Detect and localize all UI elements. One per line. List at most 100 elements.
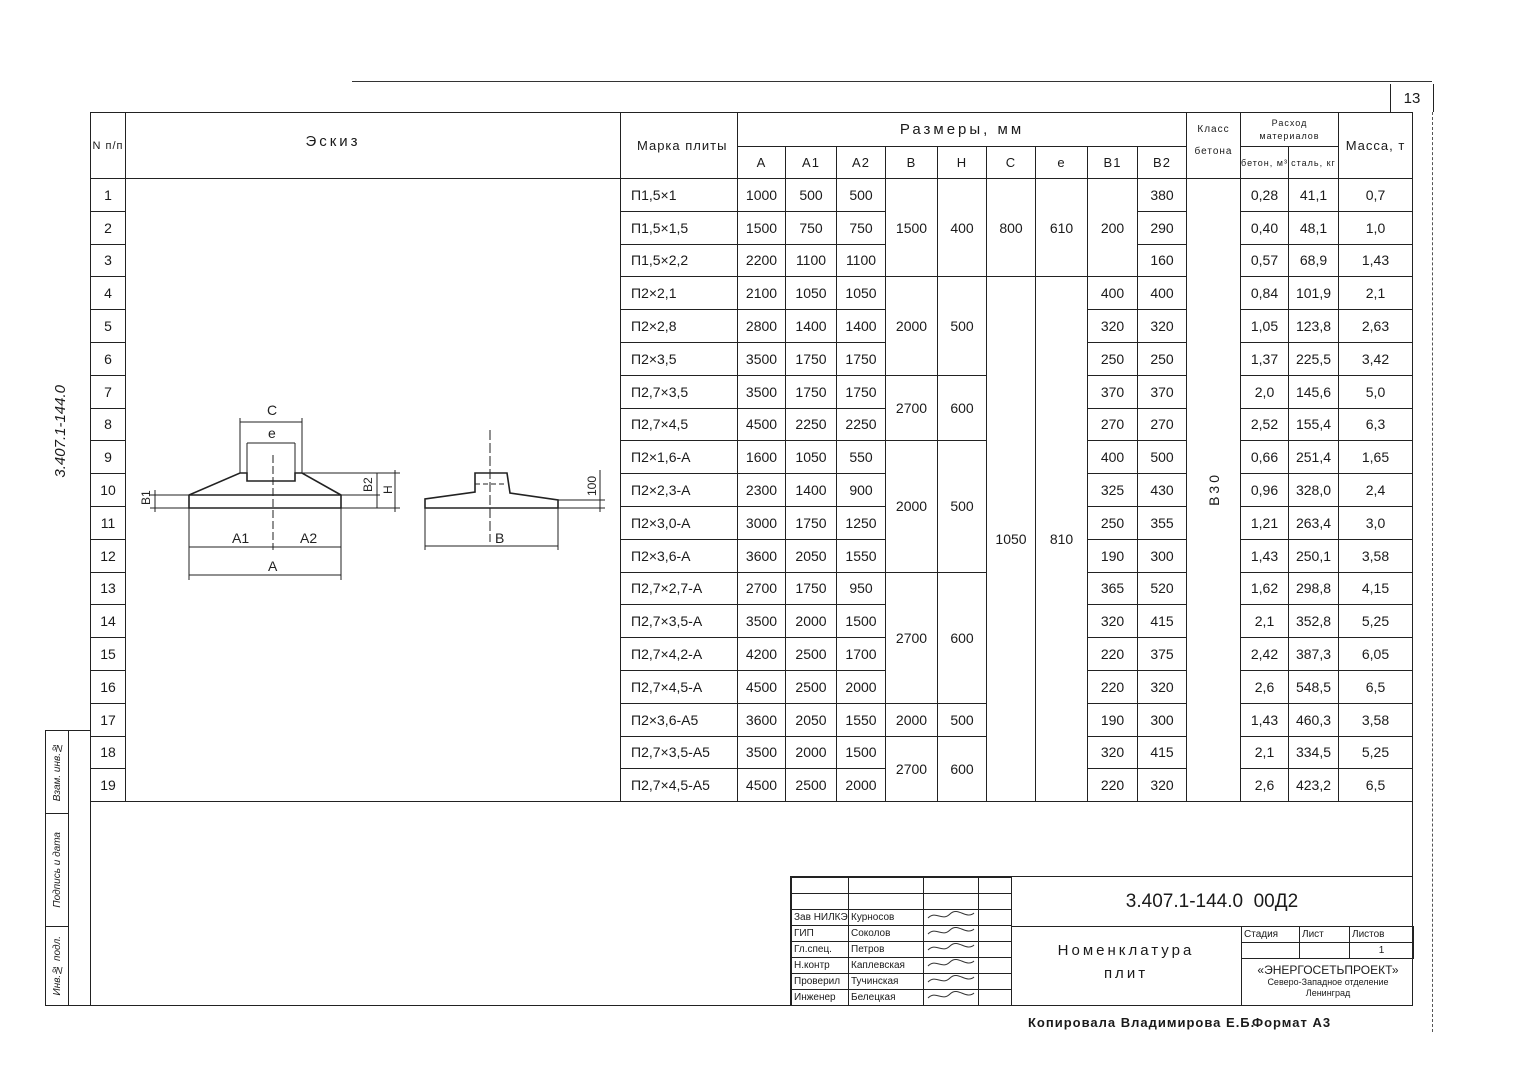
- plate-mark: П2,7×4,2-А: [620, 637, 738, 671]
- header-B2: B2: [1137, 146, 1187, 179]
- plate-mass: 5,0: [1338, 374, 1413, 409]
- dim-a: 1600: [737, 440, 786, 475]
- concrete-class: B30: [1186, 177, 1241, 803]
- dim-a: 3600: [737, 702, 786, 737]
- dim-b: 2000: [885, 276, 938, 376]
- dim-a2: 1500: [836, 604, 886, 639]
- row-number: 13: [90, 571, 126, 606]
- plate-mass: 6,05: [1338, 637, 1413, 671]
- signer-role: Зав НИЛКЭ: [791, 909, 849, 926]
- steel-mass: 423,2: [1288, 768, 1339, 803]
- signer-role: ГИП: [791, 925, 849, 942]
- dim-h: 600: [937, 571, 987, 704]
- sheet-label: Лист: [1299, 926, 1350, 943]
- dim-b1: 325: [1087, 473, 1138, 507]
- dim-h: 500: [937, 702, 987, 737]
- dim-a2: 1700: [836, 637, 886, 671]
- signature-scribble: [927, 926, 975, 935]
- dim-h: 500: [937, 276, 987, 376]
- signer-row: Н.контр Каплевская: [791, 957, 1012, 974]
- signature-scribble: [927, 990, 975, 999]
- concrete-class-value: B30: [1205, 471, 1222, 506]
- header-concrete-class: Класс бетона: [1186, 112, 1241, 179]
- steel-mass: 352,8: [1288, 604, 1339, 639]
- plate-mark: П2,7×3,5-А: [620, 604, 738, 639]
- steel-mass: 263,4: [1288, 505, 1339, 540]
- plate-mass: 6,5: [1338, 768, 1413, 803]
- plate-mass: 3,58: [1338, 538, 1413, 573]
- plate-mark: П2×2,1: [620, 276, 738, 311]
- dim-c: 1050: [986, 276, 1036, 803]
- plate-mark: П2×2,3-А: [620, 473, 738, 507]
- dim-a1: 2050: [785, 538, 837, 573]
- sheets-value: 1: [1349, 942, 1414, 959]
- header-B1: B1: [1087, 146, 1138, 179]
- plate-mark: П2,7×4,5-А: [620, 669, 738, 704]
- plate-mark: П1,5×1,5: [620, 210, 738, 245]
- signer-name: Петров: [848, 941, 924, 958]
- dim-a1: 1050: [785, 276, 837, 311]
- concrete-volume: 1,43: [1240, 538, 1289, 573]
- dim-b: 2000: [885, 702, 938, 737]
- concrete-volume: 2,1: [1240, 735, 1289, 770]
- row-number: 18: [90, 735, 126, 770]
- dim-b2: 370: [1137, 374, 1187, 409]
- stage-label: Стадия: [1241, 926, 1300, 943]
- header-mark: Марка плиты: [620, 112, 738, 179]
- plate-mass: 3,42: [1338, 341, 1413, 376]
- signature-scribble: [927, 958, 975, 967]
- dim-a: 3000: [737, 505, 786, 540]
- concrete-volume: 2,6: [1240, 768, 1289, 803]
- dim-a: 2700: [737, 571, 786, 606]
- table-row: 14 П2,7×3,5-А 3500 2000 1500 320 415 2,1 352,8 5,…: [90, 604, 1413, 639]
- table-row: 1 П1,5×1 1000 500 500 1500 400 800 610 200 380 B30 0…: [90, 177, 1413, 803]
- concrete-volume: 0,28: [1240, 178, 1289, 212]
- header-concrete: бетон, м³: [1240, 146, 1289, 179]
- plate-mark: П1,5×2,2: [620, 243, 738, 278]
- steel-mass: 123,8: [1288, 309, 1339, 343]
- dim-a2: 1750: [836, 341, 886, 376]
- dim-h: 400: [937, 177, 987, 278]
- title-line-1: Номенклатура: [1057, 942, 1195, 959]
- dim-b: 2700: [885, 571, 938, 704]
- concrete-volume: 2,52: [1240, 407, 1289, 442]
- steel-mass: 298,8: [1288, 571, 1339, 606]
- steel-mass: 387,3: [1288, 637, 1339, 671]
- concrete-volume: 1,37: [1240, 341, 1289, 376]
- stamp-cell: Инв.№ подл.: [46, 926, 68, 1005]
- dim-b1: 250: [1087, 341, 1138, 376]
- side-document-code: 3.407.1-144.0: [52, 385, 69, 482]
- steel-mass: 251,4: [1288, 440, 1339, 475]
- blank-cell: [848, 893, 924, 910]
- steel-mass: 460,3: [1288, 702, 1339, 737]
- dim-a: 2300: [737, 473, 786, 507]
- date-cell: [978, 941, 1012, 958]
- dim-a2: 1100: [836, 243, 886, 278]
- table-row: 7 П2,7×3,5 3500 1750 1750 2700 600 370 370 2,0 145…: [90, 374, 1413, 442]
- table-row: 15 П2,7×4,2-А 4200 2500 1700 220 375 2,42 387,3 6…: [90, 637, 1413, 671]
- dim-b2: 355: [1137, 505, 1187, 540]
- row-number: 15: [90, 637, 126, 671]
- header-e: e: [1035, 146, 1088, 179]
- plate-mass: 2,1: [1338, 276, 1413, 311]
- signer-name: Каплевская: [848, 957, 924, 974]
- dim-b1: 365: [1087, 571, 1138, 606]
- dim-b: 2700: [885, 735, 938, 803]
- signer-name: Соколов: [848, 925, 924, 942]
- steel-mass: 48,1: [1288, 210, 1339, 245]
- dim-a1: 1750: [785, 374, 837, 409]
- steel-mass: 328,0: [1288, 473, 1339, 507]
- side-code-text: 3.407.1-144.0: [52, 385, 69, 478]
- steel-mass: 155,4: [1288, 407, 1339, 442]
- plate-mark: П1,5×1: [620, 178, 738, 212]
- dim-a2: 1550: [836, 702, 886, 737]
- dim-a: 3500: [737, 604, 786, 639]
- blank-cell: [923, 877, 979, 894]
- concrete-volume: 1,62: [1240, 571, 1289, 606]
- dim-a: 1500: [737, 210, 786, 245]
- sheets-label: Листов: [1349, 926, 1414, 943]
- dim-a1: 2500: [785, 669, 837, 704]
- signature: [923, 941, 979, 958]
- page-number-box: 13: [1390, 84, 1434, 112]
- dim-a2: 2000: [836, 768, 886, 803]
